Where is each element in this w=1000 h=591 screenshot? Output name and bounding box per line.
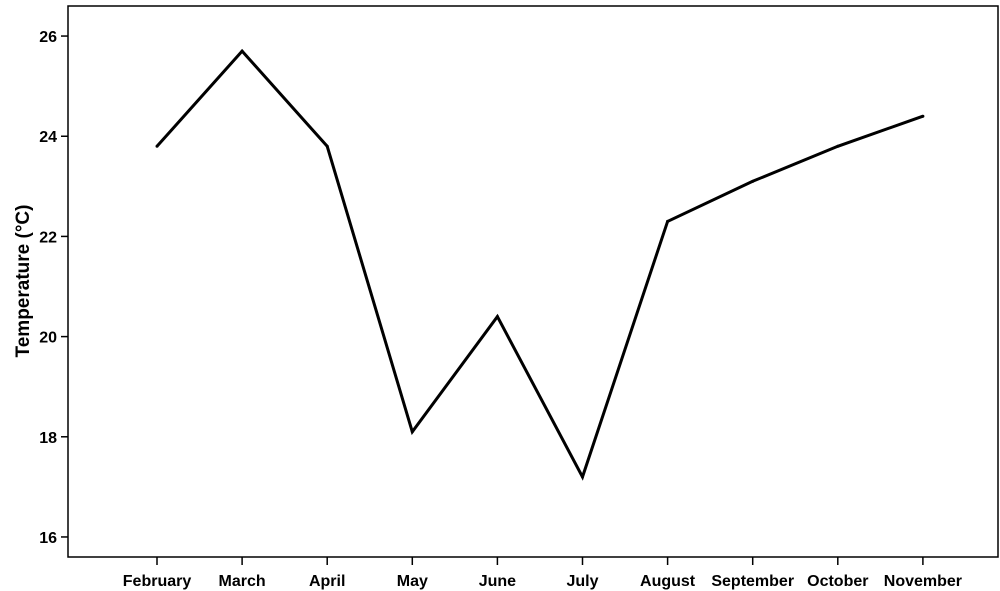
y-tick-label: 18 bbox=[39, 430, 57, 447]
x-tick-label: July bbox=[566, 573, 598, 590]
x-tick-label: February bbox=[123, 573, 192, 590]
data-points bbox=[155, 49, 925, 479]
x-tick-label: April bbox=[309, 573, 345, 590]
x-tick-label: August bbox=[640, 573, 696, 590]
data-point bbox=[240, 49, 244, 53]
y-tick-label: 26 bbox=[39, 29, 57, 46]
x-tick-label: November bbox=[884, 573, 962, 590]
plot-frame bbox=[67, 5, 999, 558]
x-tick-label: October bbox=[807, 573, 868, 590]
data-point bbox=[410, 430, 414, 434]
y-tick-label: 16 bbox=[39, 530, 57, 547]
x-tick-label: March bbox=[219, 573, 266, 590]
data-point bbox=[495, 315, 499, 319]
data-point bbox=[836, 144, 840, 148]
y-axis: 16 18 20 22 24 26 bbox=[39, 29, 68, 547]
data-point bbox=[921, 114, 925, 118]
data-point bbox=[666, 219, 670, 223]
data-point bbox=[325, 144, 329, 148]
x-axis: February March April May June July August Septe… bbox=[123, 557, 962, 590]
y-tick-label: 24 bbox=[39, 129, 57, 146]
data-point bbox=[751, 179, 755, 183]
y-tick-label: 22 bbox=[39, 229, 57, 246]
y-tick-label: 20 bbox=[39, 330, 57, 347]
temperature-series-line bbox=[155, 48, 924, 481]
x-tick-label: May bbox=[397, 573, 428, 590]
y-axis-label: Temperature (°C) bbox=[13, 205, 34, 358]
x-tick-label: September bbox=[711, 573, 794, 590]
x-tick-label: June bbox=[479, 573, 516, 590]
data-point bbox=[155, 144, 159, 148]
data-point bbox=[581, 475, 584, 479]
